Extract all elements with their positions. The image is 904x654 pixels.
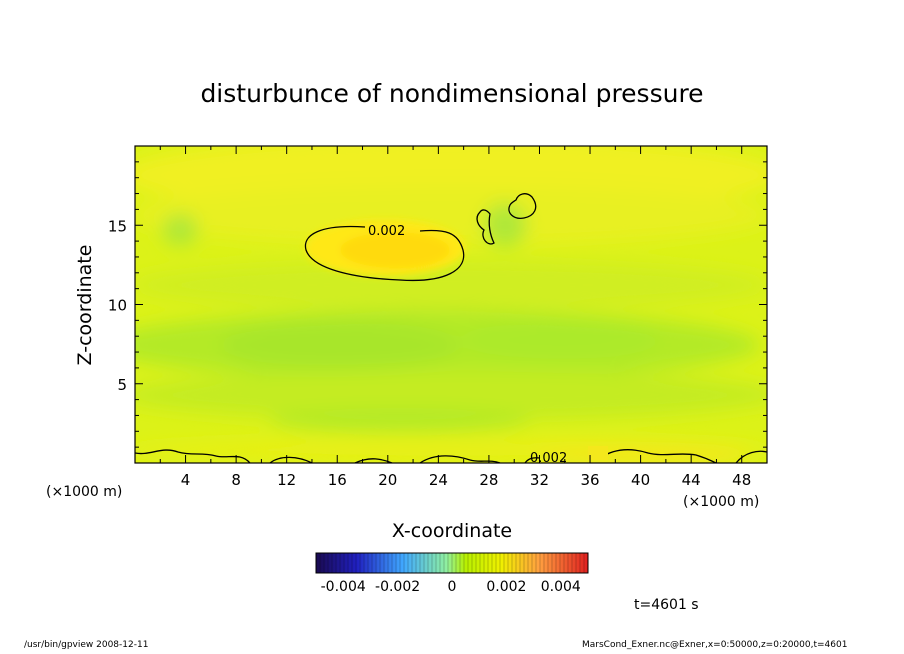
colorbar-tick-label: -0.004 — [321, 579, 366, 595]
x-tick-label: 12 — [277, 471, 296, 489]
chart-title: disturbunce of nondimensional pressure — [200, 79, 703, 108]
x-tick-label: 36 — [580, 471, 599, 489]
y-tick-label: 5 — [117, 376, 127, 394]
y-axis-label: Z-coordinate — [74, 245, 96, 366]
contour-label: 0.002 — [368, 224, 405, 239]
footer-right: MarsCond_Exner.nc@Exner,x=0:50000,z=0:20… — [582, 640, 848, 650]
x-unit-left: (×1000 m) — [46, 484, 122, 500]
y-tick-label: 10 — [108, 297, 127, 315]
colorbar-tick-label: 0.004 — [541, 579, 581, 595]
time-label: t=4601 s — [634, 597, 699, 613]
x-tick-label: 24 — [429, 471, 448, 489]
colorbar: -0.004 -0.002 0 0.002 0.004 — [315, 552, 589, 595]
x-tick-label: 4 — [181, 471, 191, 489]
x-tick-label: 48 — [732, 471, 751, 489]
colorbar-tick-label: -0.002 — [375, 579, 420, 595]
x-tick-label: 16 — [328, 471, 347, 489]
x-tick-label: 40 — [631, 471, 650, 489]
x-tick-label: 28 — [479, 471, 498, 489]
y-tick-label: 15 — [108, 217, 127, 235]
x-axis-label: X-coordinate — [392, 520, 512, 542]
x-tick-label: 8 — [231, 471, 241, 489]
colorbar-tick-label: 0 — [448, 579, 457, 595]
contour-label-bg — [588, 446, 608, 460]
x-tick-label: 20 — [378, 471, 397, 489]
x-unit-right: (×1000 m) — [683, 494, 759, 510]
x-tick-label: 44 — [682, 471, 701, 489]
axis-ticks — [134, 145, 768, 464]
x-tick-label: 32 — [530, 471, 549, 489]
contour-lines — [135, 193, 767, 463]
footer-left: /usr/bin/gpview 2008-12-11 — [24, 640, 149, 650]
heatmap-field — [135, 146, 767, 463]
colorbar-tick-label: 0.002 — [486, 579, 526, 595]
contour-label: 0.002 — [530, 451, 567, 466]
